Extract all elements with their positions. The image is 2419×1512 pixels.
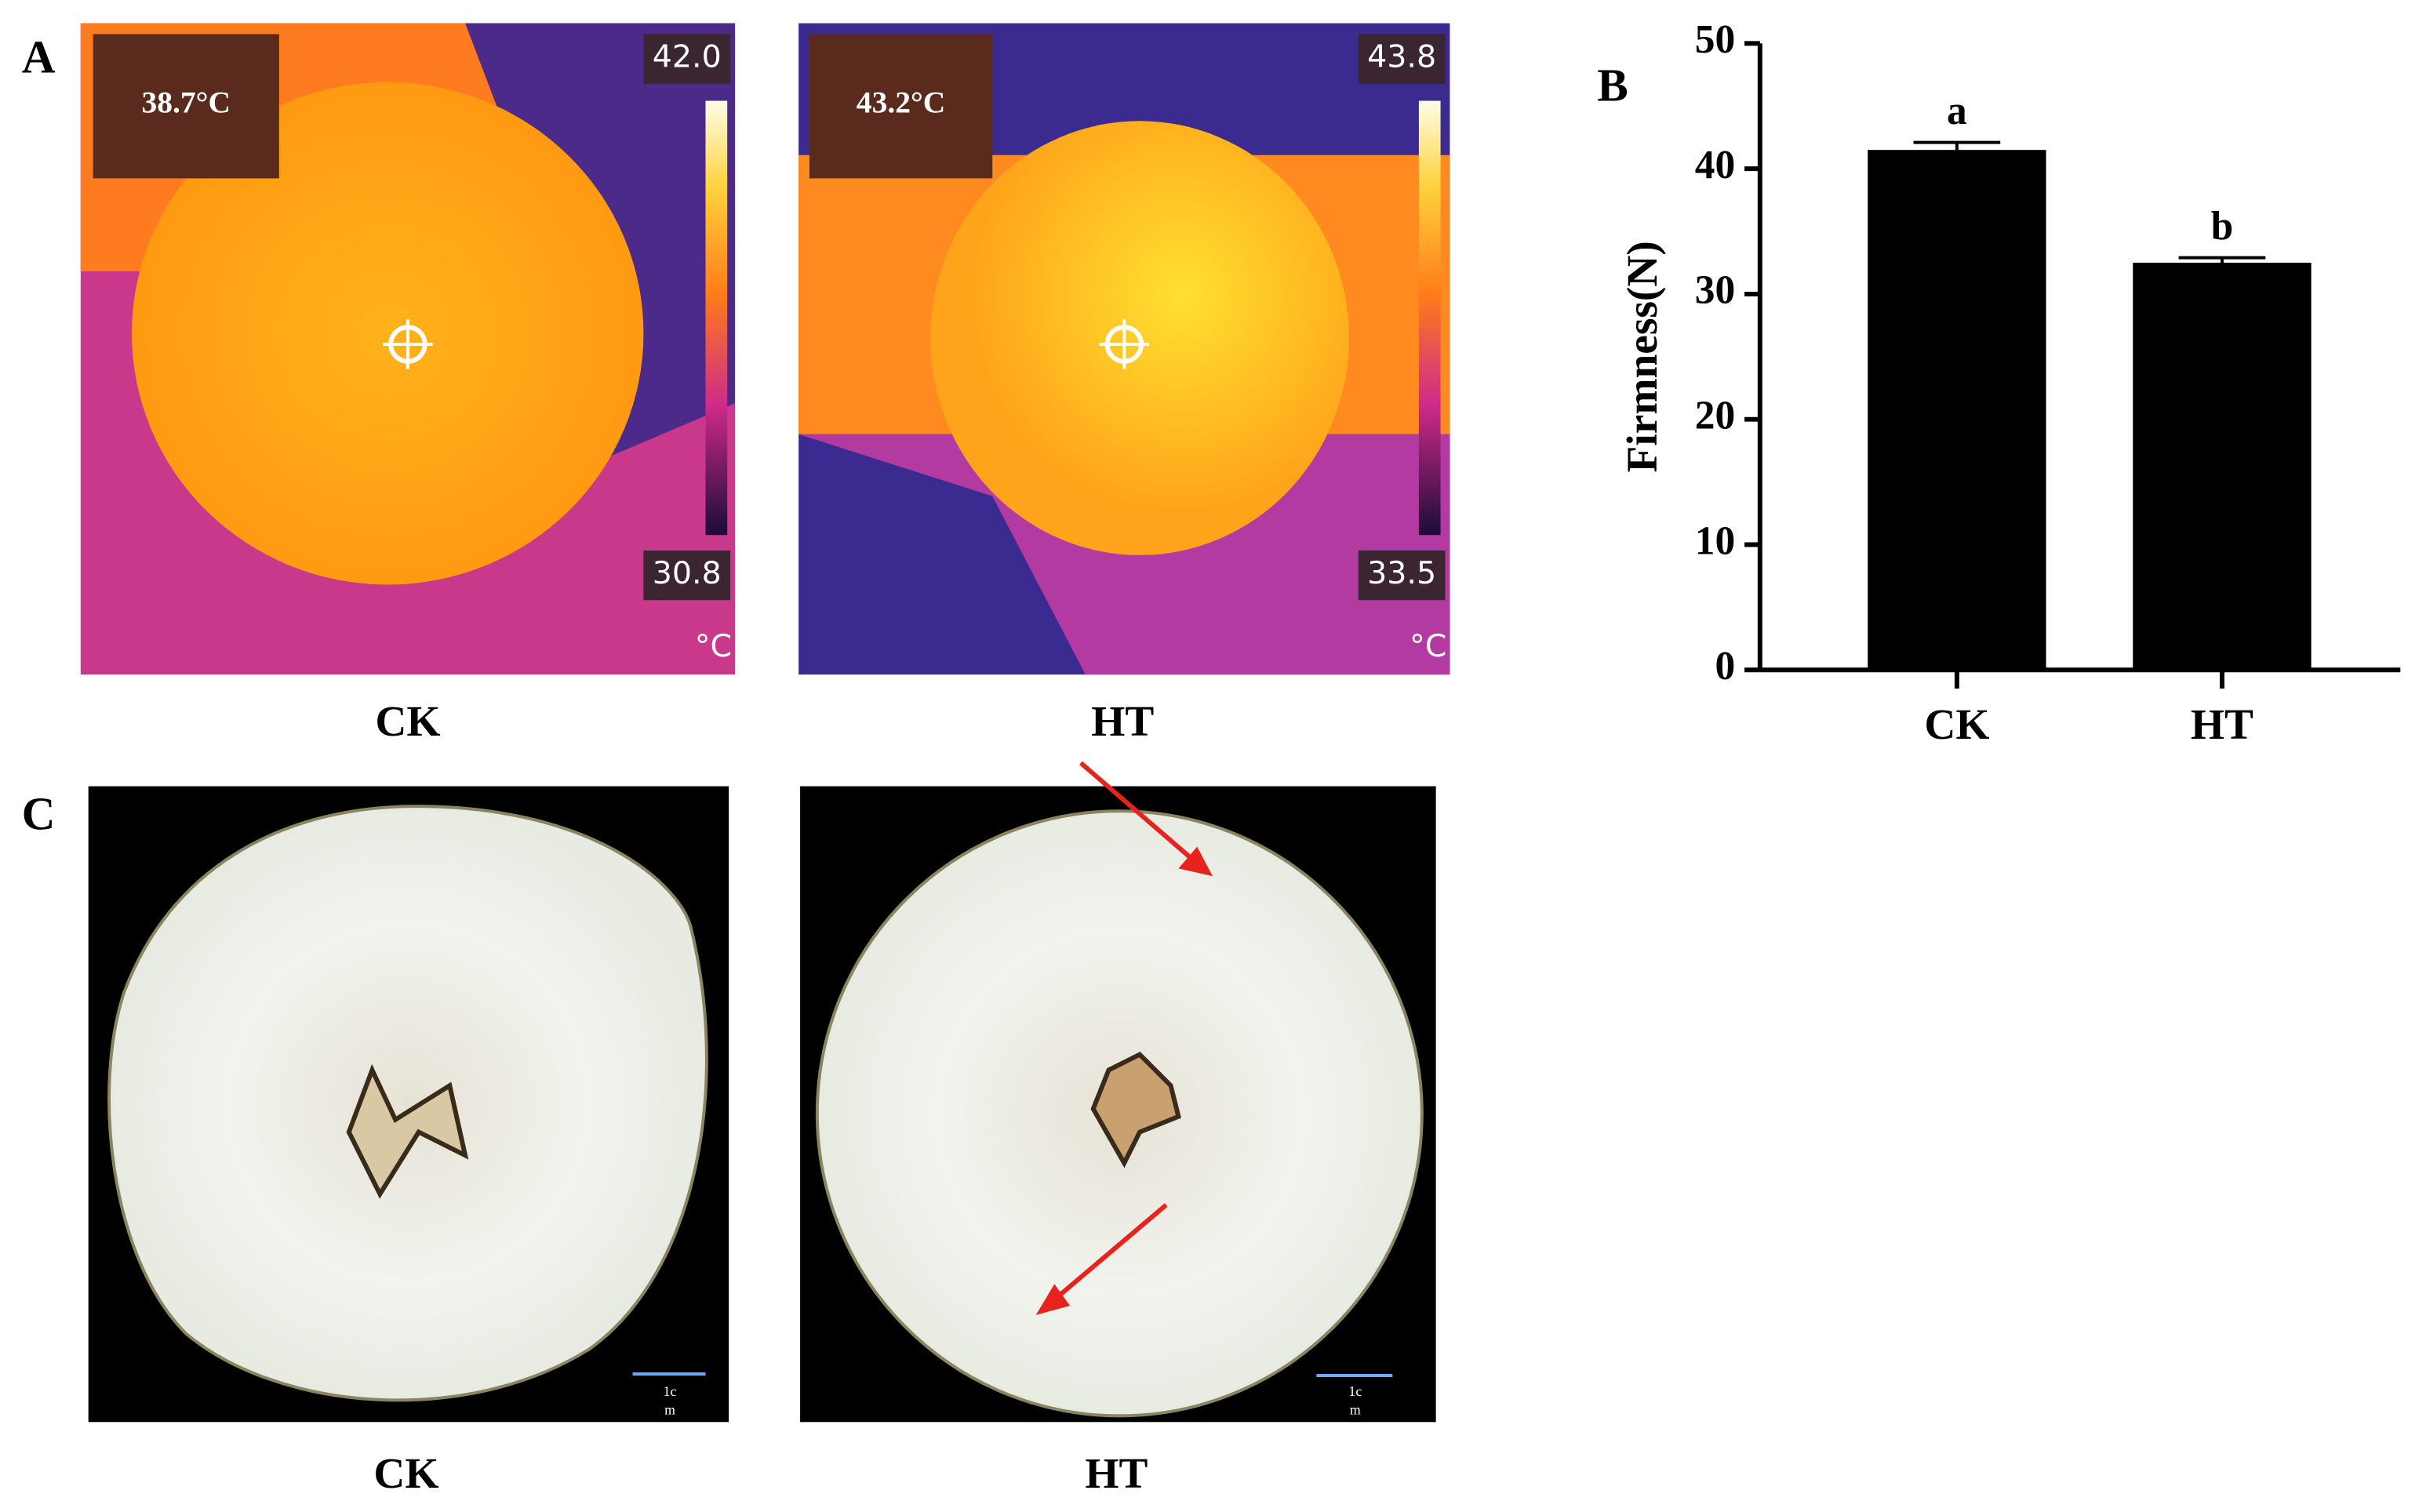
fruit-photo [88,786,729,1423]
caption: CK [373,1449,438,1497]
scale-min: 30.8 [653,555,722,591]
error-bar [1913,140,2001,151]
y-tick-label: 50 [1695,17,1735,62]
x-tick-label: CK [1924,700,1989,748]
caption: CK [375,697,440,745]
scale-bar-label: m [664,1402,675,1418]
bar-chart: 0 10 20 30 40 50 Firmness(N) a CK b HT [1618,17,2401,748]
spot-temp: 38.7°C [141,85,231,120]
bar [2133,262,2312,671]
y-tick-label: 0 [1715,644,1735,689]
scale-bar-label: 1c [664,1383,677,1399]
y-tick-label: 20 [1695,393,1735,438]
y-tick-label: 40 [1695,143,1735,187]
thermal-image [798,23,1450,675]
scale-bar-label: m [1350,1402,1361,1418]
scale-max: 43.8 [1367,39,1436,75]
spot-temp: 43.2°C [857,85,946,120]
scale-unit: °C [695,628,732,664]
panel-label: C [22,788,56,840]
scale-min: 33.5 [1367,555,1436,591]
thermal-image [80,23,736,675]
x-tick-label: HT [2191,700,2253,748]
significance-letter: b [2211,204,2234,249]
bar [1868,150,2046,671]
fruit-photo [800,761,1436,1423]
significance-letter: a [1947,89,1967,133]
scale-unit: °C [1410,628,1446,664]
error-bar [2178,256,2266,263]
panel-label: B [1597,59,1628,111]
scale-bar-label: 1c [1348,1383,1362,1399]
y-tick-label: 30 [1695,268,1735,313]
panel-label: A [22,31,56,83]
y-tick-label: 10 [1695,518,1735,563]
y-axis-label: Firmness(N) [1618,241,1666,472]
caption: HT [1085,1449,1148,1497]
caption: HT [1091,697,1154,745]
scale-max: 42.0 [653,39,722,75]
